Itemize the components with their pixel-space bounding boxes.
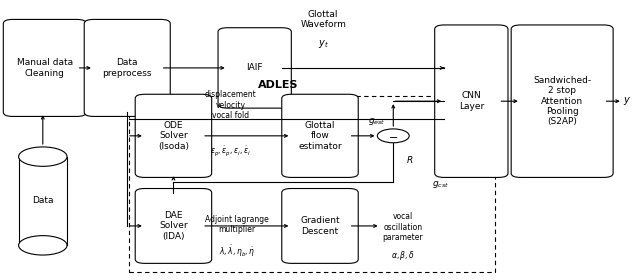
Text: $\epsilon_p, \dot{\epsilon}_p, \epsilon_i, \dot{\epsilon}_i$: $\epsilon_p, \dot{\epsilon}_p, \epsilon_…	[211, 144, 252, 158]
Text: $R$: $R$	[406, 154, 413, 165]
Text: $-$: $-$	[388, 131, 398, 141]
FancyBboxPatch shape	[135, 188, 212, 263]
FancyBboxPatch shape	[282, 94, 358, 178]
Text: vocal
oscillation
parameter: vocal oscillation parameter	[383, 213, 423, 242]
Text: IAIF: IAIF	[246, 64, 263, 73]
Text: Sandwiched-
2 stop
Attention
Pooling
(S2AP): Sandwiched- 2 stop Attention Pooling (S2…	[533, 76, 591, 127]
Text: $g_{est}$: $g_{est}$	[368, 116, 385, 127]
FancyBboxPatch shape	[282, 188, 358, 263]
Text: $g_{cst}$: $g_{cst}$	[433, 179, 450, 190]
Text: Glottal
flow
estimator: Glottal flow estimator	[298, 121, 342, 151]
Text: $\lambda, \dot{\lambda}, \eta_b, \dot{\eta}$: $\lambda, \dot{\lambda}, \eta_b, \dot{\e…	[219, 243, 255, 259]
Text: Data: Data	[32, 197, 54, 206]
FancyBboxPatch shape	[511, 25, 613, 178]
Text: $y$: $y$	[623, 95, 631, 107]
FancyBboxPatch shape	[435, 25, 508, 178]
Text: Gradient
Descent: Gradient Descent	[300, 216, 340, 236]
Ellipse shape	[19, 236, 67, 255]
FancyBboxPatch shape	[135, 94, 212, 178]
Text: $y_t$: $y_t$	[317, 38, 328, 50]
Text: Data
preprocess: Data preprocess	[102, 58, 152, 78]
Text: displacement
velocity
vocal fold: displacement velocity vocal fold	[205, 90, 257, 120]
Circle shape	[378, 129, 409, 143]
Text: Manual data
Cleaning: Manual data Cleaning	[17, 58, 73, 78]
Text: $\alpha, \beta, \delta$: $\alpha, \beta, \delta$	[391, 249, 415, 262]
Text: ADLES: ADLES	[259, 80, 299, 90]
FancyBboxPatch shape	[3, 19, 86, 116]
Text: CNN
Layer: CNN Layer	[459, 92, 484, 111]
Text: Adjoint lagrange
multiplier: Adjoint lagrange multiplier	[205, 215, 269, 234]
Text: ODE
Solver
(lsoda): ODE Solver (lsoda)	[158, 121, 189, 151]
FancyBboxPatch shape	[218, 28, 291, 108]
Text: DAE
Solver
(IDA): DAE Solver (IDA)	[159, 211, 188, 241]
Text: Glottal
Waveform: Glottal Waveform	[300, 10, 346, 29]
FancyBboxPatch shape	[84, 19, 170, 116]
Ellipse shape	[19, 147, 67, 166]
